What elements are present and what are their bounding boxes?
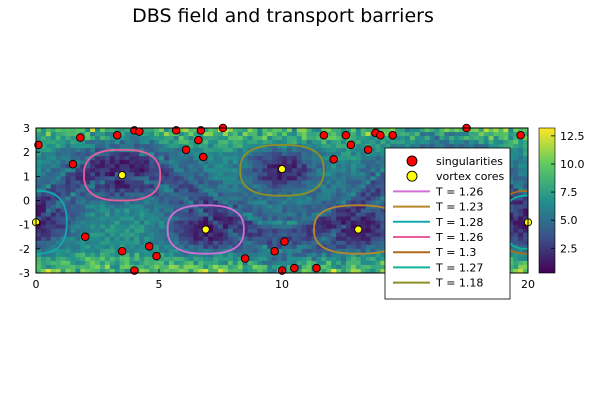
legend-label: vortex cores — [436, 170, 504, 183]
barrier-curve-2 — [36, 189, 68, 255]
x-tick-label: 10 — [275, 278, 289, 291]
singularity-point — [516, 130, 525, 140]
singularity-point — [341, 130, 351, 140]
singularity-point — [130, 266, 139, 275]
singularity-point — [199, 152, 208, 162]
legend: singularities vortex cores T = 1.26 T = 1.2… — [384, 147, 511, 300]
y-tick-label: 2 — [23, 146, 30, 159]
colorbar-tick-label: 7.5 — [560, 186, 578, 199]
vortex-core-point — [354, 225, 363, 234]
singularity-point — [194, 135, 203, 145]
singularity-point — [152, 251, 161, 261]
y-tick-label: 0 — [23, 195, 30, 208]
singularity-point — [117, 246, 127, 256]
singularity-point — [290, 263, 299, 273]
colorbar-tick-label: 2.5 — [560, 242, 578, 255]
chart-title: DBS field and transport barriers — [132, 5, 434, 27]
legend-label: T = 1.27 — [435, 261, 483, 274]
barrier-curve-6 — [239, 143, 325, 197]
singularity-point — [144, 242, 154, 251]
vortex-core-point — [201, 225, 210, 234]
colorbar-tick-label: 5.0 — [560, 214, 578, 227]
singularity-point — [329, 155, 338, 164]
colorbar-ticks: 2.5 5.0 7.5 10.0 12.5 — [551, 130, 585, 255]
singularity-point — [240, 254, 250, 263]
legend-label: T = 1.23 — [435, 201, 483, 214]
singularity-point — [270, 246, 279, 256]
singularity-point — [68, 159, 78, 169]
legend-label: T = 1.28 — [435, 216, 483, 229]
singularity-point — [196, 126, 206, 135]
colorbar — [538, 127, 556, 274]
legend-label: T = 1.26 — [435, 185, 483, 198]
y-tick-label: 3 — [23, 122, 30, 135]
singularity-point — [34, 140, 43, 150]
singularity-point — [80, 232, 90, 241]
y-tick-label: 1 — [23, 170, 30, 183]
barrier-curve-0 — [166, 204, 245, 255]
singularity-point — [363, 145, 373, 154]
legend-label: T = 1.3 — [435, 246, 476, 259]
singularity-point — [376, 130, 385, 140]
singularity-point — [76, 133, 85, 142]
legend-marker — [406, 155, 418, 167]
legend-label: singularities — [436, 155, 503, 168]
legend-label: T = 1.26 — [435, 231, 483, 244]
x-tick-label: 5 — [156, 278, 163, 291]
y-tick-label: -2 — [19, 243, 30, 256]
vortex-core-point — [277, 165, 287, 174]
legend-box — [384, 147, 511, 300]
singularity-point — [112, 130, 122, 140]
singularity-point — [312, 263, 321, 273]
colorbar-tick-label: 10.0 — [560, 158, 585, 171]
singularity-point — [388, 130, 397, 140]
x-tick-label: 20 — [521, 278, 535, 291]
singularity-point — [280, 237, 289, 246]
markers-layer — [31, 123, 533, 275]
x-tick-label: 0 — [33, 278, 40, 291]
singularity-point — [181, 145, 191, 154]
y-tick-label: -1 — [19, 219, 30, 232]
legend-label: T = 1.18 — [435, 277, 483, 290]
y-tick-label: -3 — [19, 267, 30, 280]
barrier-curve-3 — [83, 148, 162, 202]
singularity-point — [346, 140, 356, 150]
singularity-point — [135, 127, 144, 136]
singularity-point — [171, 126, 181, 135]
vortex-core-point — [118, 171, 127, 180]
legend-marker — [406, 170, 418, 182]
singularity-point — [319, 130, 329, 140]
colorbar-tick-label: 12.5 — [560, 130, 585, 143]
